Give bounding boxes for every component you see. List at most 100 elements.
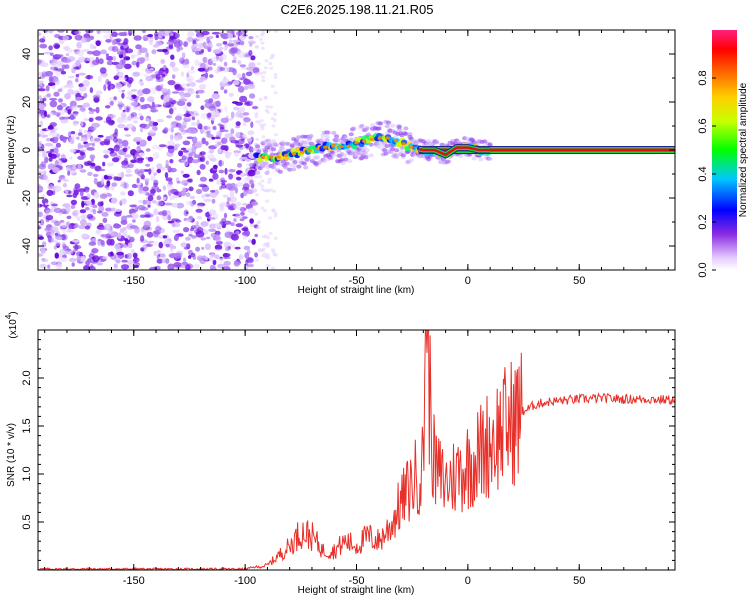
noise-blob xyxy=(160,59,166,64)
noise-blob xyxy=(163,127,169,134)
noise-blob xyxy=(79,151,86,156)
noise-blob xyxy=(53,66,58,71)
noise-blob xyxy=(67,109,72,115)
noise-blob xyxy=(99,141,106,146)
signal-halo xyxy=(284,161,290,166)
noise-blob xyxy=(136,185,142,189)
noise-blob xyxy=(76,255,81,263)
spectrogram-y-ticks: -40 -20 0 20 40 xyxy=(21,29,675,271)
noise-blob xyxy=(180,170,184,175)
noise-blob xyxy=(147,135,152,141)
noise-blob xyxy=(140,206,149,211)
noise-blob xyxy=(147,34,154,38)
noise-blob xyxy=(116,251,124,256)
noise-blob xyxy=(114,243,121,250)
noise-blob xyxy=(133,106,138,110)
noise-blob xyxy=(191,147,197,154)
noise-blob xyxy=(198,183,207,188)
noise-blob xyxy=(254,45,259,49)
noise-blob xyxy=(260,30,265,33)
noise-blob xyxy=(151,101,155,108)
noise-blob xyxy=(93,177,98,185)
noise-blob xyxy=(130,101,139,107)
noise-blob xyxy=(122,227,127,231)
noise-blob xyxy=(229,117,233,121)
noise-blob xyxy=(51,203,58,207)
snr-scale-exponent: 4 xyxy=(4,314,13,319)
noise-blob xyxy=(103,138,111,144)
noise-blob xyxy=(111,197,118,204)
spectrogram-x-ticks: -150 -100 -50 0 50 xyxy=(44,30,669,287)
signal-halo xyxy=(271,147,277,152)
noise-blob xyxy=(266,188,271,192)
noise-blob xyxy=(46,178,50,184)
noise-blob xyxy=(196,169,201,176)
noise-blob xyxy=(215,48,222,54)
noise-blob xyxy=(202,41,207,48)
noise-blob xyxy=(175,115,182,121)
noise-blob xyxy=(69,148,77,153)
noise-blob xyxy=(75,59,81,67)
noise-blob xyxy=(208,228,217,232)
noise-blob xyxy=(169,61,176,68)
noise-blob xyxy=(89,266,96,270)
noise-blob xyxy=(220,145,227,151)
noise-blob xyxy=(195,230,205,238)
noise-blob xyxy=(232,80,240,86)
y-tick-label: 0.5 xyxy=(21,514,33,529)
noise-blob xyxy=(247,263,254,268)
noise-blob xyxy=(57,179,61,183)
noise-blob xyxy=(197,123,203,130)
noise-blob xyxy=(176,46,181,53)
noise-blob xyxy=(247,130,255,136)
noise-blob xyxy=(131,116,140,120)
noise-blob xyxy=(210,189,216,193)
noise-blob xyxy=(204,72,209,79)
noise-blob xyxy=(124,154,132,158)
noise-blob xyxy=(89,154,96,160)
noise-blob xyxy=(80,120,84,127)
noise-blob xyxy=(241,186,249,191)
noise-blob xyxy=(60,86,68,89)
noise-blob xyxy=(98,168,106,172)
signal-halo xyxy=(471,156,477,161)
noise-blob xyxy=(167,214,171,221)
noise-blob xyxy=(194,30,202,34)
signal-halo xyxy=(296,164,302,169)
noise-blob xyxy=(207,112,212,118)
noise-blob xyxy=(49,52,54,56)
noise-blob xyxy=(144,214,151,218)
colorbar-label: Normalized spectral amplitude xyxy=(738,82,749,217)
noise-blob xyxy=(147,156,154,162)
noise-blob xyxy=(201,193,206,199)
noise-blob xyxy=(269,105,273,109)
noise-blob xyxy=(38,153,42,157)
noise-blob xyxy=(207,126,211,130)
noise-blob xyxy=(238,254,244,260)
noise-blob xyxy=(100,49,107,55)
noise-blob xyxy=(109,151,118,157)
noise-blob xyxy=(105,136,112,140)
noise-blob xyxy=(80,106,86,113)
signal-hotspot xyxy=(260,155,266,159)
snr-plot-area xyxy=(38,330,675,570)
x-tick-label: -150 xyxy=(123,275,145,287)
noise-blob xyxy=(156,200,164,207)
noise-blob xyxy=(233,40,239,47)
noise-blob xyxy=(222,66,230,73)
noise-blob xyxy=(117,232,122,239)
noise-blob xyxy=(262,123,267,127)
noise-blob xyxy=(272,252,277,257)
noise-blob xyxy=(127,115,132,121)
noise-blob xyxy=(120,198,127,205)
noise-blob xyxy=(167,80,176,86)
noise-blob xyxy=(50,153,57,159)
noise-blob xyxy=(43,174,48,181)
noise-blob xyxy=(261,75,266,79)
noise-blob xyxy=(49,97,58,101)
noise-blob xyxy=(208,35,214,40)
noise-blob xyxy=(105,175,113,180)
noise-blob xyxy=(200,105,205,110)
noise-blob xyxy=(169,124,174,128)
noise-blob xyxy=(220,86,225,91)
